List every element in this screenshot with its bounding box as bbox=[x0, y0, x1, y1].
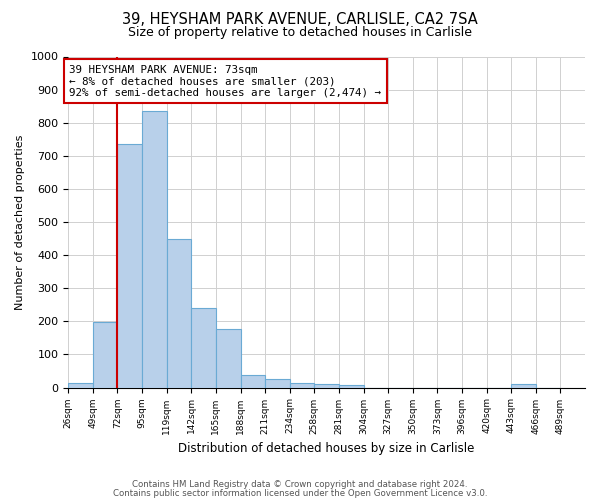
Text: Contains public sector information licensed under the Open Government Licence v3: Contains public sector information licen… bbox=[113, 488, 487, 498]
Bar bbox=[290, 382, 314, 388]
Text: Size of property relative to detached houses in Carlisle: Size of property relative to detached ho… bbox=[128, 26, 472, 39]
Bar bbox=[142, 111, 167, 388]
Bar bbox=[241, 376, 265, 388]
X-axis label: Distribution of detached houses by size in Carlisle: Distribution of detached houses by size … bbox=[178, 442, 475, 455]
Bar bbox=[314, 384, 339, 388]
Bar bbox=[339, 386, 364, 388]
Bar bbox=[511, 384, 536, 388]
Bar bbox=[167, 240, 191, 388]
Bar bbox=[191, 308, 216, 388]
Y-axis label: Number of detached properties: Number of detached properties bbox=[15, 134, 25, 310]
Bar bbox=[216, 328, 241, 388]
Bar bbox=[68, 382, 93, 388]
Bar bbox=[93, 322, 118, 388]
Text: 39, HEYSHAM PARK AVENUE, CARLISLE, CA2 7SA: 39, HEYSHAM PARK AVENUE, CARLISLE, CA2 7… bbox=[122, 12, 478, 28]
Bar bbox=[265, 378, 290, 388]
Bar bbox=[118, 144, 142, 388]
Text: Contains HM Land Registry data © Crown copyright and database right 2024.: Contains HM Land Registry data © Crown c… bbox=[132, 480, 468, 489]
Text: 39 HEYSHAM PARK AVENUE: 73sqm
← 8% of detached houses are smaller (203)
92% of s: 39 HEYSHAM PARK AVENUE: 73sqm ← 8% of de… bbox=[70, 65, 382, 98]
